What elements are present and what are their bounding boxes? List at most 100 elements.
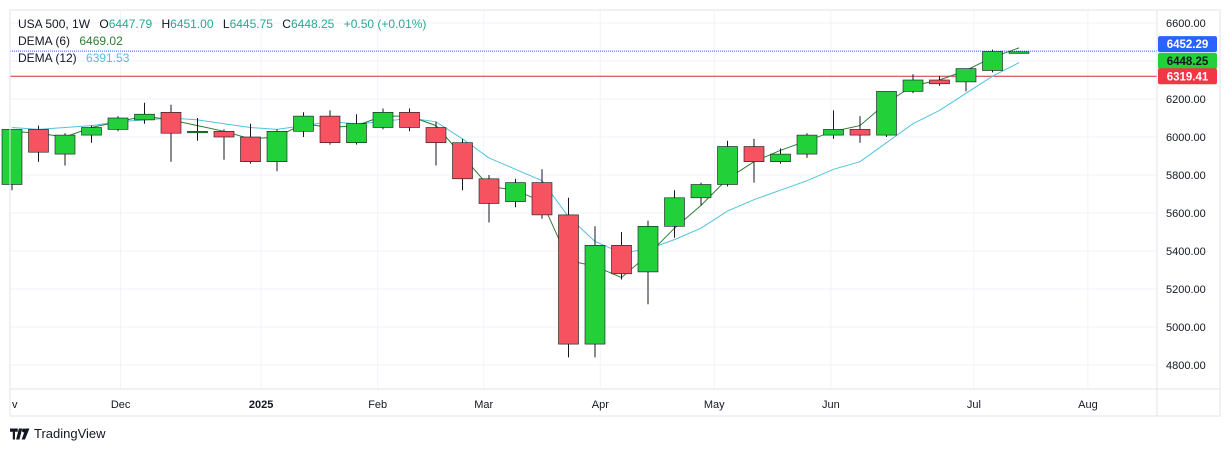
low-label: L (222, 17, 230, 31)
y-tick-label: 5200.00 (1166, 284, 1206, 296)
dema12-line (11, 62, 1020, 254)
candle-body (876, 91, 897, 136)
high-value: 6451.00 (170, 17, 214, 31)
candle-body (293, 115, 314, 132)
candle-body (213, 131, 235, 138)
candle-down (531, 169, 553, 219)
candle-up (1, 129, 23, 191)
candle-body (929, 79, 950, 85)
candle-up (902, 74, 924, 94)
candle-up (134, 102, 155, 124)
candle-up (505, 178, 526, 208)
x-tick-label: Dec (111, 399, 131, 411)
y-tick-label: 5000.00 (1166, 322, 1206, 334)
candle-body (54, 134, 76, 155)
dema6-label: DEMA (6) (18, 34, 71, 48)
dema12-row[interactable]: DEMA (12) 6391.53 (18, 50, 426, 67)
candle-body (770, 153, 791, 163)
low-value: 6445.75 (229, 17, 273, 31)
candle-body (372, 112, 394, 128)
candle-up (717, 140, 738, 187)
candle-up (293, 112, 314, 137)
x-tick-label: Aug (1078, 399, 1098, 411)
candle-body (266, 131, 288, 163)
price-tag-red: 6319.41 (1158, 68, 1217, 85)
candle-up (266, 129, 288, 172)
candle-up (54, 133, 76, 166)
candle-up (637, 220, 659, 305)
symbol-label[interactable]: USA 500, 1W (18, 17, 91, 31)
y-tick-label: 5600.00 (1166, 208, 1206, 220)
brand-name: TradingView (34, 426, 106, 441)
candle-body (955, 68, 977, 83)
x-tick-label: Apr (592, 399, 609, 411)
ohlc-row: USA 500, 1W O6447.79 H6451.00 L6445.75 C… (18, 16, 426, 33)
y-tick-label: 6600.00 (1166, 18, 1206, 30)
candle-body (478, 178, 500, 204)
candle-down (399, 108, 420, 132)
price-tag-green: 6448.25 (1158, 52, 1217, 69)
candle-up (982, 49, 1003, 73)
x-tick-label: Jul (967, 399, 981, 411)
x-tick-label: May (704, 399, 725, 411)
candle-down (452, 138, 473, 191)
tradingview-logo-icon (10, 427, 30, 440)
candle-body (452, 142, 473, 180)
candle-up (81, 125, 102, 143)
candle-body (664, 197, 685, 227)
branding[interactable]: TradingView (10, 426, 106, 441)
candle-up (584, 226, 606, 358)
candle-body (160, 112, 182, 134)
candle-body (187, 131, 208, 134)
open-value: 6447.79 (108, 17, 153, 31)
close-value: 6448.25 (290, 17, 335, 31)
price-tag-bg (1158, 52, 1217, 69)
dema-lines (11, 47, 1020, 279)
price-tag-label: 6452.29 (1167, 39, 1209, 51)
open-label: O (99, 17, 109, 31)
candle-down (160, 104, 182, 162)
candle-up (955, 68, 977, 92)
candle-down (558, 197, 579, 358)
candle-up (346, 114, 367, 145)
price-tag-bg (1158, 36, 1217, 53)
x-tick-label: Mar (474, 399, 493, 411)
candle-body (743, 146, 765, 162)
candle-body (240, 136, 261, 163)
candle-down (240, 123, 261, 164)
x-tick-label: 2025 (249, 399, 273, 411)
candlesticks (1, 49, 1030, 358)
chart-legend: USA 500, 1W O6447.79 H6451.00 L6445.75 C… (18, 16, 426, 67)
candle-down (425, 121, 447, 166)
candle-body (319, 115, 341, 143)
candle-body (902, 79, 924, 92)
y-tick-label: 4800.00 (1166, 360, 1206, 372)
candle-body (637, 226, 659, 273)
candle-body (425, 127, 447, 143)
candle-up (690, 182, 712, 206)
candle-down (213, 129, 235, 160)
price-tag-label: 6448.25 (1167, 56, 1209, 68)
candle-up (107, 116, 129, 132)
candle-body (346, 123, 367, 143)
x-tick-label: Jun (822, 399, 840, 411)
x-tick-label: v (12, 399, 18, 411)
candle-up (187, 118, 208, 141)
candle-body (81, 127, 102, 136)
candle-down (478, 175, 500, 223)
dema12-value: 6391.53 (86, 51, 130, 65)
candle-body (982, 51, 1003, 71)
candle-body (823, 129, 844, 136)
y-tick-label: 5400.00 (1166, 246, 1206, 258)
candle-up (1008, 51, 1030, 54)
candle-down (611, 232, 632, 280)
dema6-row[interactable]: DEMA (6) 6469.02 (18, 33, 426, 50)
candle-body (849, 129, 871, 136)
candle-body (531, 182, 553, 216)
y-tick-label: 6000.00 (1166, 132, 1206, 144)
candle-down (849, 116, 871, 143)
candle-body (690, 184, 712, 199)
high-label: H (161, 17, 171, 31)
candle-body (584, 245, 606, 345)
